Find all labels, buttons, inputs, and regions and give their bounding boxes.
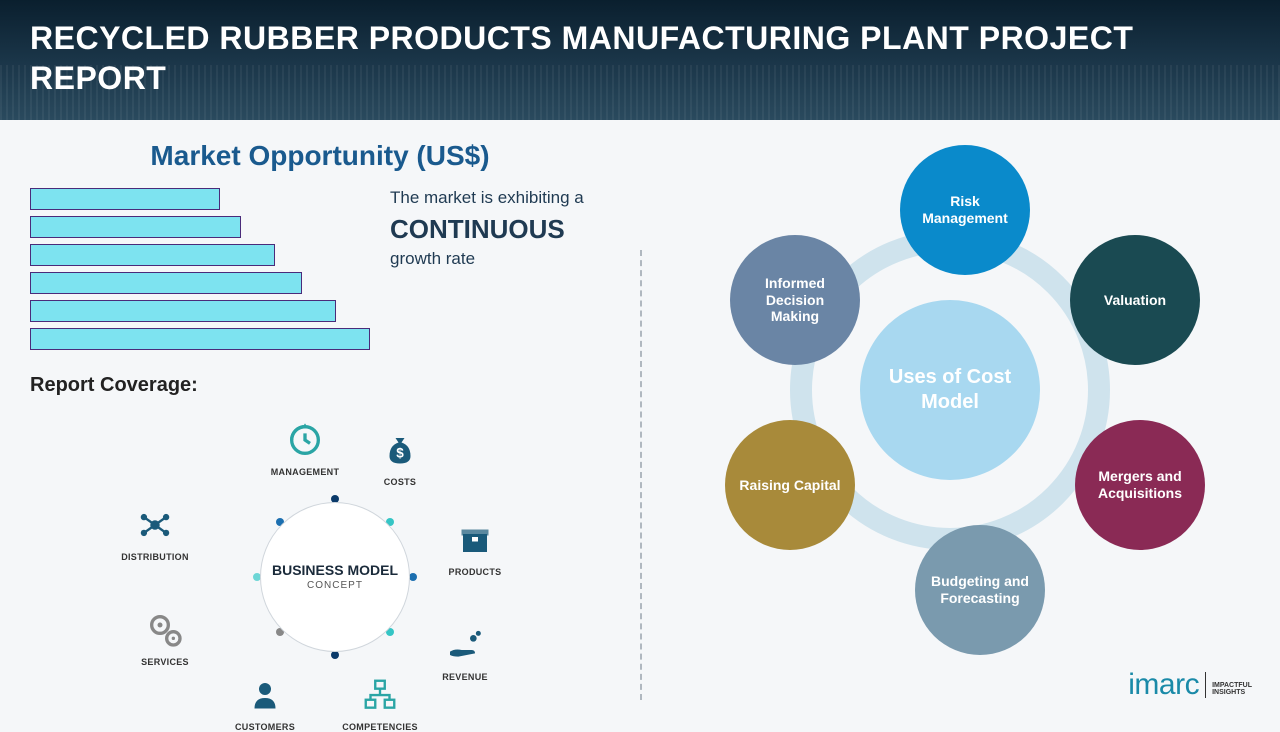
bm-node-competencies: COMPETENCIES <box>330 672 430 732</box>
hub-node: Mergers and Acquisitions <box>1075 420 1205 550</box>
market-bar <box>30 272 302 294</box>
logo-sub2: INSIGHTS <box>1212 689 1245 696</box>
bm-node-distribution: DISTRIBUTION <box>105 502 205 562</box>
market-blurb: The market is exhibiting a CONTINUOUS gr… <box>390 188 584 269</box>
logo-separator <box>1205 672 1206 698</box>
bm-node-label: COMPETENCIES <box>330 722 430 732</box>
logo-sub: IMPACTFUL INSIGHTS <box>1212 682 1252 697</box>
hub-node-label: Budgeting and Forecasting <box>927 573 1033 607</box>
market-blurb-line3: growth rate <box>390 249 584 269</box>
svg-text:$: $ <box>396 446 404 461</box>
bm-node-label: DISTRIBUTION <box>105 552 205 562</box>
market-bar <box>30 328 370 350</box>
market-bar <box>30 188 220 210</box>
logo-main: imarc <box>1128 668 1199 702</box>
bm-node-management: MANAGEMENT <box>255 417 355 477</box>
hub-node: Budgeting and Forecasting <box>915 525 1045 655</box>
bm-center-sub: CONCEPT <box>307 580 363 591</box>
hub-node-label: Informed Decision Making <box>742 275 848 325</box>
market-bar-chart <box>30 188 370 356</box>
market-blurb-line1: The market is exhibiting a <box>390 188 584 208</box>
market-bar <box>30 300 336 322</box>
person-icon <box>242 672 288 718</box>
bm-node-revenue: REVENUE <box>415 622 515 682</box>
hand-coins-icon <box>442 622 488 668</box>
market-bar <box>30 244 275 266</box>
bm-node-costs: $ COSTS <box>350 427 450 487</box>
bm-node-products: PRODUCTS <box>425 517 525 577</box>
bm-node-label: MANAGEMENT <box>255 467 355 477</box>
body-container: Market Opportunity (US$) The market is e… <box>0 120 1280 720</box>
right-panel: Uses of Cost Model Risk Management Valuat… <box>640 120 1280 720</box>
bm-node-label: CUSTOMERS <box>215 722 315 732</box>
bm-node-label: REVENUE <box>415 672 515 682</box>
cost-model-hub: Uses of Cost Model Risk Management Valuat… <box>670 140 1250 660</box>
hub-center: Uses of Cost Model <box>860 300 1040 480</box>
hub-node-label: Mergers and Acquisitions <box>1087 468 1193 502</box>
market-bar <box>30 216 241 238</box>
hub-node-label: Raising Capital <box>739 477 840 494</box>
bm-node-services: SERVICES <box>115 607 215 667</box>
bm-node-label: SERVICES <box>115 657 215 667</box>
hub-node: Raising Capital <box>725 420 855 550</box>
box-icon <box>452 517 498 563</box>
page-title: RECYCLED RUBBER PRODUCTS MANUFACTURING P… <box>30 18 1250 98</box>
hub-node: Informed Decision Making <box>730 235 860 365</box>
money-bag-icon: $ <box>377 427 423 473</box>
network-icon <box>132 502 178 548</box>
bm-center-title: BUSINESS MODEL <box>272 563 398 578</box>
report-header: RECYCLED RUBBER PRODUCTS MANUFACTURING P… <box>0 0 1280 120</box>
business-model-diagram: BUSINESS MODEL CONCEPT MANAGEMENT $ COSTS P… <box>30 397 610 707</box>
hub-node-label: Risk Management <box>912 193 1018 227</box>
recycle-bulb-icon <box>282 417 328 463</box>
hub-node: Risk Management <box>900 145 1030 275</box>
bm-node-customers: CUSTOMERS <box>215 672 315 732</box>
org-chart-icon <box>357 672 403 718</box>
bm-center: BUSINESS MODEL CONCEPT <box>260 502 410 652</box>
hub-center-text: Uses of Cost Model <box>860 365 1040 415</box>
bm-node-label: COSTS <box>350 477 450 487</box>
bm-node-label: PRODUCTS <box>425 567 525 577</box>
coverage-title: Report Coverage: <box>30 374 610 397</box>
market-chart-row: The market is exhibiting a CONTINUOUS gr… <box>30 188 610 356</box>
brand-logo: imarc IMPACTFUL INSIGHTS <box>1128 668 1252 702</box>
gears-icon <box>142 607 188 653</box>
hub-node: Valuation <box>1070 235 1200 365</box>
market-chart-title: Market Opportunity (US$) <box>30 140 610 172</box>
left-panel: Market Opportunity (US$) The market is e… <box>0 120 640 720</box>
hub-node-label: Valuation <box>1104 292 1166 309</box>
market-blurb-strong: CONTINUOUS <box>390 214 584 245</box>
logo-sub1: IMPACTFUL <box>1212 682 1252 689</box>
